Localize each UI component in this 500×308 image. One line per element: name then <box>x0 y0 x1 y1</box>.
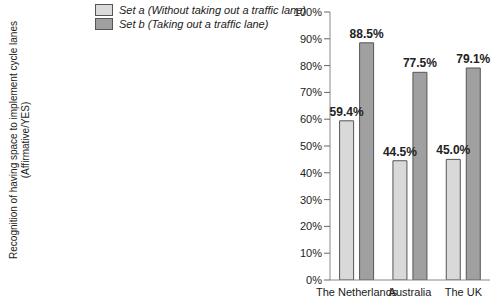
svg-text:0%: 0% <box>306 274 322 286</box>
svg-text:44.5%: 44.5% <box>383 145 417 159</box>
svg-text:70%: 70% <box>300 86 322 98</box>
svg-text:79.1%: 79.1% <box>456 52 490 66</box>
svg-text:20%: 20% <box>300 220 322 232</box>
svg-text:45.0%: 45.0% <box>436 143 470 157</box>
svg-text:10%: 10% <box>300 247 322 259</box>
svg-text:80%: 80% <box>300 60 322 72</box>
svg-text:30%: 30% <box>300 194 322 206</box>
svg-text:88.5%: 88.5% <box>350 27 384 41</box>
svg-text:The UK: The UK <box>445 286 483 298</box>
svg-text:60%: 60% <box>300 113 322 125</box>
svg-text:50%: 50% <box>300 140 322 152</box>
svg-text:100%: 100% <box>294 6 322 18</box>
svg-text:59.4%: 59.4% <box>330 105 364 119</box>
svg-text:Australia: Australia <box>389 286 433 298</box>
svg-text:The Netherlands: The Netherlands <box>316 286 398 298</box>
svg-text:40%: 40% <box>300 167 322 179</box>
svg-text:90%: 90% <box>300 33 322 45</box>
svg-text:77.5%: 77.5% <box>403 56 437 70</box>
